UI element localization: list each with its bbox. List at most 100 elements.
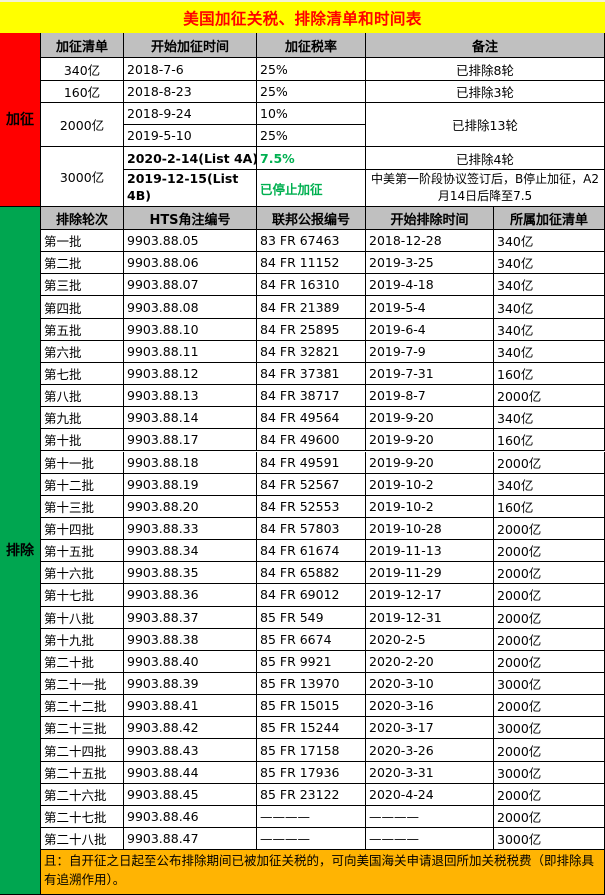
tariff-list-160: 160亿 [41,81,124,103]
exclusion-cell-batch: 第七批 [41,362,124,386]
exclusion-cell-batch: 第九批 [41,407,124,430]
exclusion-cell-federal-register: 84 FR 11152 [257,252,366,275]
exclusion-cell-batch: 第四批 [41,296,124,319]
exclusion-cell-federal-register: 84 FR 69012 [257,584,366,607]
exclusion-cell-hts-code: 9903.88.10 [124,318,257,341]
exclusion-cell-batch: 第二十八批 [41,828,124,851]
exclusion-cell-tariff-list: 2000亿 [494,783,605,806]
exclusion-cell-start-date: 2020-3-17 [366,717,494,740]
exclusion-cell-hts-code: 9903.88.12 [124,362,257,386]
section-label-exclusion-text: 排除 [6,542,34,559]
exclusion-cell-tariff-list: 340亿 [494,252,605,275]
tariff-start-3000-list4a: 2020-2-14(List 4A) [124,147,257,170]
exclusion-cell-batch: 第十五批 [41,540,124,563]
exclusion-cell-batch: 第十七批 [41,584,124,607]
exclusion-cell-hts-code: 9903.88.41 [124,695,257,718]
exclusion-cell-tariff-list: 2000亿 [494,628,605,651]
exclusion-cell-federal-register: ———— [257,805,366,829]
tariff-remark-2000: 已排除13轮 [366,103,605,147]
tariff-rate-3000-list4b: 已停止加征 [257,170,366,207]
exclusion-cell-tariff-list: 340亿 [494,296,605,319]
exclusion-header-batch: 排除轮次 [41,207,124,230]
tariff-start-340: 2018-7-6 [124,58,257,81]
exclusion-cell-start-date: 2018-12-28 [366,230,494,253]
exclusion-cell-federal-register: 84 FR 32821 [257,340,366,363]
exclusion-cell-hts-code: 9903.88.40 [124,650,257,673]
exclusion-cell-tariff-list: 160亿 [494,429,605,452]
exclusion-cell-tariff-list: 340亿 [494,230,605,253]
tariff-start-3000-list4b: 2019-12-15(List 4B) [124,170,257,207]
exclusion-header-date: 开始排除时间 [366,207,494,230]
exclusion-cell-tariff-list: 340亿 [494,340,605,363]
tariff-remark-3000-list4b: 中美第一阶段协议签订后，B停止加征，A2月14日后降至7.5 [366,170,605,207]
exclusion-cell-federal-register: 84 FR 16310 [257,274,366,297]
exclusion-cell-tariff-list: 2000亿 [494,562,605,585]
exclusion-cell-tariff-list: 160亿 [494,495,605,518]
tariff-header-start-date: 开始加征时间 [124,33,257,58]
exclusion-cell-start-date: 2020-3-10 [366,673,494,696]
page-title-bar: 美国加征关税、排除清单和时间表 [0,0,605,33]
exclusion-cell-tariff-list: 2000亿 [494,805,605,829]
exclusion-cell-tariff-list: 2000亿 [494,517,605,541]
exclusion-cell-batch: 第二十二批 [41,695,124,718]
exclusion-cell-tariff-list: 2000亿 [494,739,605,762]
exclusion-cell-hts-code: 9903.88.46 [124,805,257,829]
exclusion-cell-tariff-list: 3000亿 [494,673,605,696]
exclusion-cell-start-date: 2019-12-31 [366,606,494,629]
exclusion-cell-federal-register: 84 FR 57803 [257,517,366,541]
tariff-remark-340: 已排除8轮 [366,58,605,81]
exclusion-cell-hts-code: 9903.88.37 [124,606,257,629]
exclusion-cell-start-date: 2019-11-13 [366,540,494,563]
exclusion-cell-federal-register: 84 FR 37381 [257,362,366,386]
exclusion-cell-start-date: 2019-10-28 [366,517,494,541]
exclusion-cell-hts-code: 9903.88.35 [124,562,257,585]
exclusion-cell-start-date: 2020-2-20 [366,650,494,673]
exclusion-cell-tariff-list: 340亿 [494,473,605,496]
exclusion-cell-batch: 第十二批 [41,473,124,496]
exclusion-cell-start-date: 2020-3-26 [366,739,494,762]
exclusion-cell-batch: 第八批 [41,385,124,408]
exclusion-cell-start-date: ———— [366,805,494,829]
tariff-rate-160: 25% [257,81,366,103]
tariff-header-list: 加征清单 [41,33,124,58]
exclusion-cell-tariff-list: 3000亿 [494,717,605,740]
exclusion-cell-start-date: 2019-7-9 [366,340,494,363]
exclusion-cell-hts-code: 9903.88.47 [124,828,257,851]
exclusion-cell-hts-code: 9903.88.39 [124,673,257,696]
tariff-rate-2000-b: 25% [257,125,366,147]
exclusion-cell-hts-code: 9903.88.45 [124,783,257,806]
exclusion-cell-hts-code: 9903.88.44 [124,761,257,784]
exclusion-cell-start-date: 2019-6-4 [366,318,494,341]
exclusion-cell-hts-code: 9903.88.13 [124,385,257,408]
exclusion-cell-hts-code: 9903.88.36 [124,584,257,607]
exclusion-cell-batch: 第十六批 [41,562,124,585]
exclusion-cell-tariff-list: 340亿 [494,407,605,430]
exclusion-cell-federal-register: 84 FR 61674 [257,540,366,563]
exclusion-cell-federal-register: 85 FR 15244 [257,717,366,740]
exclusion-cell-start-date: 2019-8-7 [366,385,494,408]
exclusion-cell-federal-register: 84 FR 52567 [257,473,366,496]
exclusion-cell-tariff-list: 2000亿 [494,540,605,563]
exclusion-header-list: 所属加征清单 [494,207,605,230]
exclusion-cell-federal-register: 84 FR 52553 [257,495,366,518]
exclusion-cell-federal-register: 84 FR 49564 [257,407,366,430]
exclusion-cell-batch: 第二十七批 [41,805,124,829]
exclusion-cell-batch: 第十批 [41,429,124,452]
exclusion-cell-start-date: 2019-9-20 [366,429,494,452]
exclusion-cell-federal-register: 84 FR 38717 [257,385,366,408]
exclusion-cell-hts-code: 9903.88.42 [124,717,257,740]
exclusion-cell-start-date: 2019-9-20 [366,451,494,474]
tariff-start-2000-b: 2019-5-10 [124,125,257,147]
exclusion-cell-hts-code: 9903.88.14 [124,407,257,430]
exclusion-cell-hts-code: 9903.88.07 [124,274,257,297]
exclusion-cell-batch: 第一批 [41,230,124,253]
exclusion-cell-batch: 第六批 [41,340,124,363]
exclusion-cell-tariff-list: 2000亿 [494,650,605,673]
exclusion-cell-federal-register: 85 FR 9921 [257,650,366,673]
exclusion-cell-federal-register: ———— [257,828,366,851]
exclusion-cell-tariff-list: 3000亿 [494,761,605,784]
exclusion-cell-federal-register: 84 FR 49600 [257,429,366,452]
exclusion-cell-tariff-list: 340亿 [494,318,605,341]
section-label-tariff-text: 加征 [6,111,34,128]
page-title: 美国加征关税、排除清单和时间表 [183,9,422,28]
